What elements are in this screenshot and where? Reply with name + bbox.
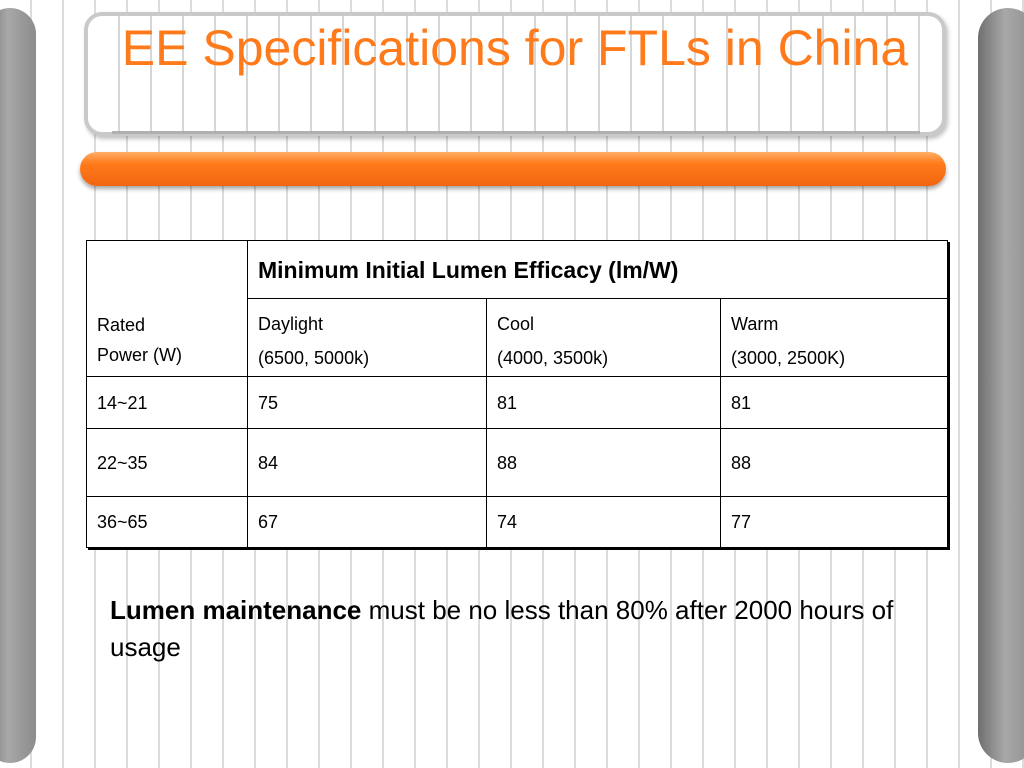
slide-title: EE Specifications for FTLs in China	[121, 20, 909, 76]
value-cell: 75	[247, 376, 487, 429]
title-frame	[84, 12, 946, 136]
efficacy-header: Minimum Initial Lumen Efficacy (lm/W)	[246, 240, 949, 299]
value-cell: 81	[486, 376, 721, 429]
value-cell: 77	[719, 496, 949, 548]
column-name: Warm	[731, 314, 779, 334]
value-cell: 67	[247, 496, 487, 548]
table-row: 14~21 75 81 81	[86, 376, 949, 429]
column-header-warm: Warm (3000, 2500K)	[719, 298, 949, 377]
table-header-row: Rated Power (W) Minimum Initial Lumen Ef…	[86, 240, 949, 377]
orange-accent-bar	[80, 152, 946, 186]
table-row: 36~65 67 74 77	[86, 496, 949, 548]
note-bold-term: Lumen maintenance	[110, 595, 362, 625]
rated-power-header: Rated Power (W)	[86, 240, 248, 377]
power-cell: 22~35	[86, 428, 248, 497]
table-row: 22~35 84 88 88	[86, 428, 949, 497]
rated-power-label-line1: Rated	[97, 315, 146, 335]
note-text: must be no less than 80% after 2000 hour…	[110, 595, 894, 662]
column-range: (4000, 3500k)	[497, 348, 609, 368]
right-decorative-bar	[978, 8, 1024, 763]
value-cell: 81	[719, 376, 949, 429]
value-cell: 74	[486, 496, 721, 548]
column-header-cool: Cool (4000, 3500k)	[486, 298, 721, 377]
power-cell: 36~65	[86, 496, 248, 548]
power-cell: 14~21	[86, 376, 248, 429]
lumen-maintenance-note: Lumen maintenance must be no less than 8…	[110, 592, 950, 666]
value-cell: 88	[719, 428, 949, 497]
column-range: (6500, 5000k)	[258, 348, 370, 368]
column-range: (3000, 2500K)	[731, 348, 846, 368]
title-underline	[112, 131, 920, 134]
column-name: Daylight	[258, 314, 324, 334]
column-name: Cool	[497, 314, 535, 334]
spec-table: Rated Power (W) Minimum Initial Lumen Ef…	[86, 240, 949, 548]
left-decorative-bar	[0, 8, 36, 763]
value-cell: 84	[247, 428, 487, 497]
value-cell: 88	[486, 428, 721, 497]
column-header-daylight: Daylight (6500, 5000k)	[247, 298, 487, 377]
rated-power-label-line2: Power (W)	[97, 345, 182, 365]
